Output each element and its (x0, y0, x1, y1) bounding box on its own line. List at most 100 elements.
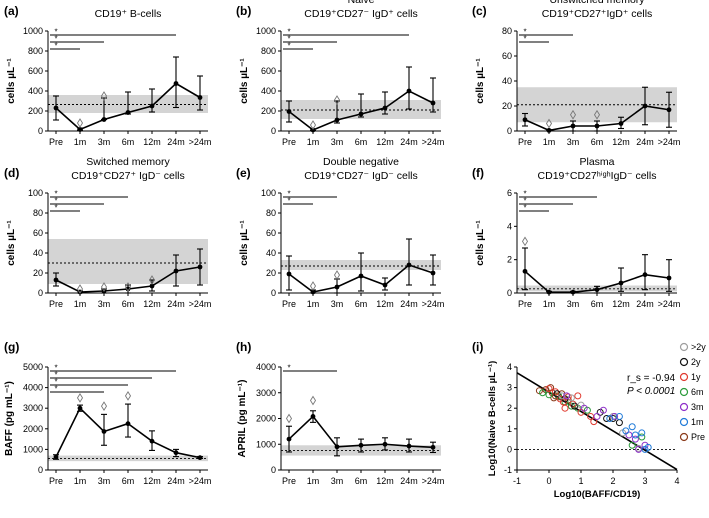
y-tick-label: 60 (502, 51, 512, 61)
scatter-point (539, 389, 547, 397)
y-axis-label: cells µL⁻¹ (239, 58, 250, 104)
x-tick-label: 24m (636, 137, 654, 147)
y-axis-label: cells µL⁻¹ (6, 58, 17, 104)
legend-label: 6m (691, 387, 704, 397)
significance-star: * (54, 385, 57, 394)
y-tick-label: 100 (261, 188, 276, 198)
legend-label: 1m (691, 417, 704, 427)
diamond-marker (148, 275, 156, 285)
significance-star: * (287, 35, 290, 44)
data-point (53, 454, 59, 460)
y-tick-label: 0 (507, 444, 512, 454)
scatter-point (551, 388, 559, 396)
data-point (522, 268, 528, 274)
data-point (618, 280, 624, 286)
x-tick-label: 3m (331, 137, 344, 147)
y-tick-label: 20 (266, 268, 276, 278)
y-axis-label: cells µL⁻¹ (239, 220, 250, 266)
y-tick-label: 400 (261, 86, 276, 96)
y-axis-label: cells µL⁻¹ (6, 220, 17, 266)
y-axis-label: Log10(Naive B-cells µL⁻¹) (487, 361, 498, 477)
diamond-marker (76, 393, 84, 403)
scatter-point (609, 415, 617, 422)
y-tick-label: 400 (28, 86, 43, 96)
scatter-point (574, 392, 582, 400)
x-tick-label: >24m (189, 137, 212, 147)
y-tick-label: 800 (261, 46, 276, 56)
x-tick-label: 12m (376, 299, 394, 309)
scatter-point (638, 433, 646, 441)
data-point (310, 289, 316, 295)
diamond-marker (309, 120, 317, 130)
scatter-point (571, 402, 579, 410)
y-tick-label: 0 (271, 288, 276, 298)
x-tick-label: 1m (74, 476, 87, 486)
scatter-point (563, 392, 571, 400)
data-point (358, 273, 364, 279)
y-tick-label: 4 (507, 362, 512, 372)
y-tick-label: 0 (507, 126, 512, 136)
panel-title: Double negative (323, 156, 399, 168)
diamond-marker (76, 118, 84, 128)
diamond-marker (545, 118, 553, 129)
legend-label: 1y (691, 372, 701, 382)
x-tick-label: 3m (98, 476, 111, 486)
y-tick-label: 0 (38, 126, 43, 136)
diamond-marker (100, 401, 108, 411)
x-tick-label: 24m (167, 476, 185, 486)
x-tick-label: Pre (49, 476, 63, 486)
x-tick-label: 6m (122, 137, 135, 147)
y-tick-label: 0 (507, 288, 512, 298)
panel-title: CD19⁺CD27ʰⁱᵍʰIgD⁻ cells (538, 170, 657, 182)
panel-label: (c) (472, 4, 487, 18)
data-point (594, 287, 600, 293)
panel-label: (d) (4, 166, 19, 180)
y-tick-label: 2 (507, 255, 512, 265)
legend-label: Pre (691, 432, 705, 442)
x-tick-label: Pre (49, 299, 63, 309)
y-tick-label: 6 (507, 188, 512, 198)
data-point (173, 268, 179, 274)
legend-marker (679, 387, 689, 397)
x-tick-label: 1m (543, 137, 556, 147)
data-point (125, 110, 131, 115)
x-tick-label: 3m (331, 476, 344, 486)
scatter-point (558, 392, 566, 400)
y-tick-label: 600 (28, 66, 43, 76)
y-tick-label: 100 (28, 188, 43, 198)
scatter-point (545, 385, 553, 393)
significance-star: * (54, 371, 57, 380)
panel-title: Naive (348, 0, 375, 6)
data-point (406, 443, 412, 449)
data-point (77, 127, 83, 132)
significance-star: * (287, 364, 290, 373)
x-tick-label: Pre (49, 137, 63, 147)
significance-star: * (54, 204, 57, 213)
legend-marker (679, 417, 689, 427)
panel-label: (a) (4, 4, 19, 18)
y-tick-label: 600 (261, 66, 276, 76)
scatter-point (569, 400, 577, 408)
diamond-marker (100, 282, 108, 292)
y-tick-label: 60 (33, 228, 43, 238)
significance-star: * (287, 190, 290, 199)
x-tick-label: 24m (167, 137, 185, 147)
y-axis-label: APRIL (pg mL⁻¹) (237, 380, 248, 458)
panel-c: (c) Unswitched memory CD19⁺CD27⁺IgD⁺ cells… (472, 0, 680, 147)
x-tick-label: >24m (422, 137, 445, 147)
diamond-marker (100, 91, 108, 101)
data-point (53, 105, 59, 111)
data-point (522, 117, 528, 123)
legend-label: >2y (691, 342, 706, 352)
data-point (406, 88, 412, 94)
panel-f: (f) Plasma CD19⁺CD27ʰⁱᵍʰIgD⁻ cells 0 2 4 6 cell… (472, 156, 680, 309)
significance-star: * (287, 197, 290, 206)
data-point (310, 414, 316, 419)
y-tick-label: 20 (502, 101, 512, 111)
panel-d: (d) Switched memory CD19⁺CD27⁺ IgD⁻ cells 0… (4, 156, 211, 309)
x-tick-label: 6m (591, 137, 604, 147)
diamond-marker (569, 109, 577, 120)
legend-marker (679, 357, 689, 367)
y-tick-label: 3000 (256, 388, 276, 398)
